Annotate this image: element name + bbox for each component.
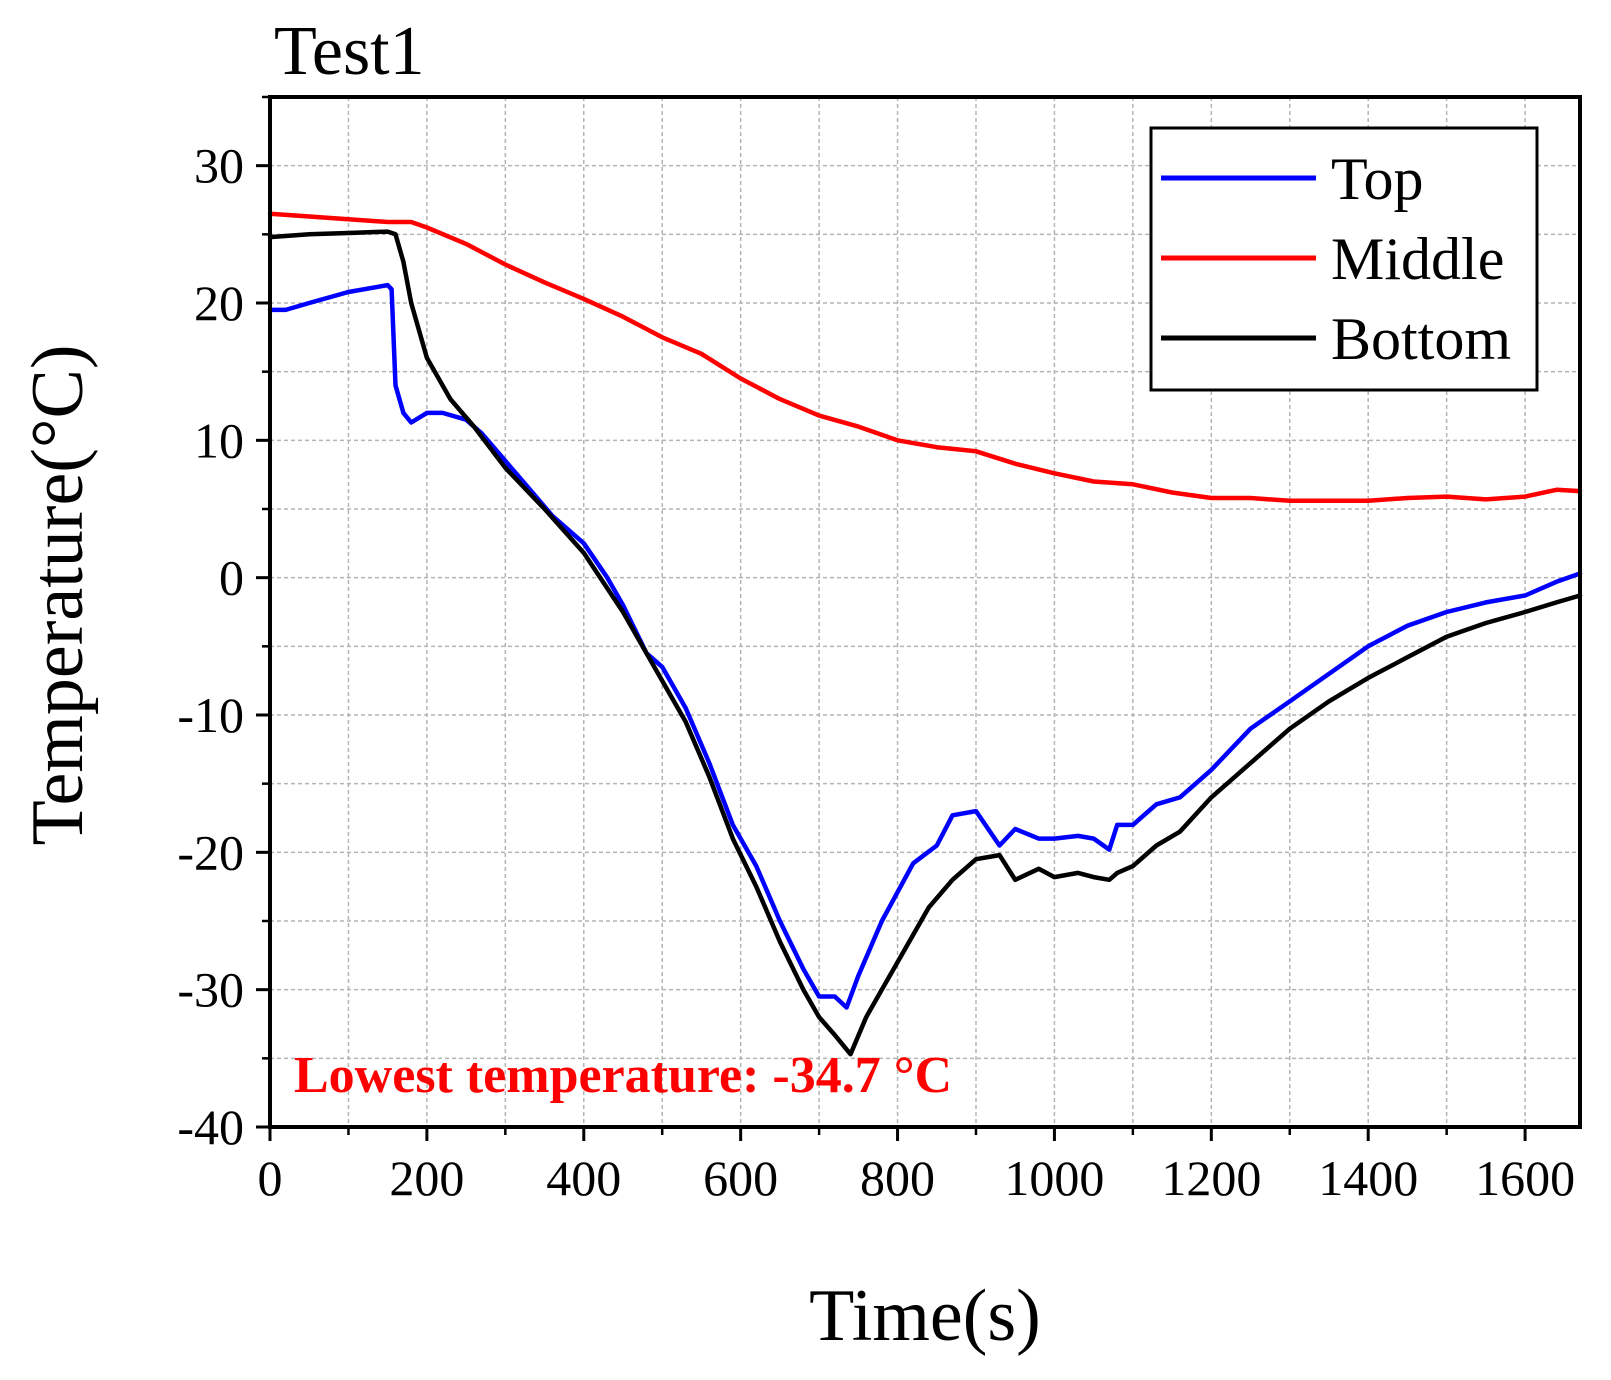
- legend-label-bottom: Bottom: [1331, 306, 1511, 372]
- y-axis-title: Temperature(°C): [17, 344, 99, 845]
- y-axis-ticks: -40 -30 -20 -10 0 10 20 30: [177, 95, 270, 1155]
- plot-frame: [268, 95, 1582, 1129]
- x-tick-label: 800: [860, 1150, 935, 1206]
- legend-label-top: Top: [1331, 146, 1423, 212]
- legend: Top Middle Bottom: [1149, 126, 1539, 392]
- y-tick-label: -30: [177, 962, 244, 1018]
- x-tick-label: 600: [703, 1150, 778, 1206]
- y-tick-label: -20: [177, 824, 244, 880]
- series-line-middle: [267, 211, 1583, 504]
- y-tick-label: 20: [194, 275, 244, 331]
- x-tick-label: 400: [546, 1150, 621, 1206]
- x-tick-label: 1400: [1318, 1150, 1418, 1206]
- x-tick-label: 1000: [1004, 1150, 1104, 1206]
- x-tick-label: 1200: [1161, 1150, 1261, 1206]
- x-axis-ticks: 0 200 400 600 800 1000 1200 1400 1600: [258, 1127, 1575, 1206]
- y-tick-label: -40: [177, 1099, 244, 1155]
- legend-label-middle: Middle: [1331, 226, 1504, 292]
- y-tick-label: 0: [219, 550, 244, 606]
- x-tick-label: 200: [389, 1150, 464, 1206]
- x-tick-label: 0: [258, 1150, 283, 1206]
- series-line-bottom: [267, 229, 1583, 1057]
- y-tick-label: 30: [194, 138, 244, 194]
- chart-title: Test1: [274, 13, 425, 90]
- y-tick-label: 10: [194, 412, 244, 468]
- series-line-top: [267, 282, 1583, 1010]
- series-layer: [267, 211, 1583, 1057]
- x-axis-title: Time(s): [809, 1275, 1041, 1357]
- x-tick-label: 1600: [1475, 1150, 1575, 1206]
- y-tick-label: -10: [177, 687, 244, 743]
- lowest-temperature-annotation: Lowest temperature: -34.7 °C: [294, 1047, 952, 1104]
